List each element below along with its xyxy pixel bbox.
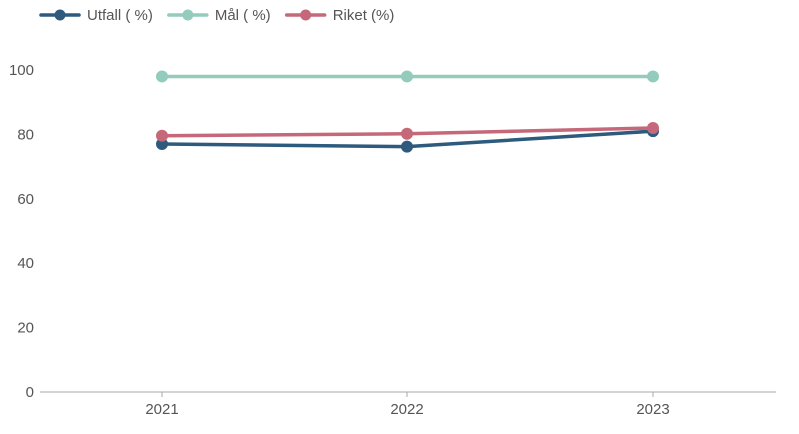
legend-swatch-marker: [300, 9, 312, 21]
y-tick-label: 60: [17, 191, 34, 208]
legend: Utfall ( %) Mål ( %) Riket (%): [39, 7, 395, 24]
series-1: [156, 70, 659, 83]
y-tick-label: 100: [9, 62, 34, 79]
data-point[interactable]: [156, 138, 168, 151]
data-point[interactable]: [647, 121, 659, 134]
series-2: [156, 121, 659, 142]
series-0: [156, 125, 659, 153]
legend-label: Mål ( %): [215, 7, 271, 24]
legend-label: Utfall ( %): [87, 7, 153, 24]
x-axis: 2021 2022 2023: [40, 391, 776, 418]
x-tick-label: 2022: [390, 401, 423, 418]
data-point[interactable]: [401, 70, 413, 83]
data-point[interactable]: [647, 70, 659, 83]
plot-area: [156, 70, 659, 153]
y-axis: 0 20 40 60 80 100: [9, 62, 34, 401]
legend-label: Riket (%): [333, 7, 395, 24]
y-tick-label: 20: [17, 320, 34, 337]
y-tick-label: 40: [17, 255, 34, 272]
legend-item-0[interactable]: Utfall ( %): [39, 7, 153, 24]
x-tick-label: 2023: [636, 401, 669, 418]
data-point[interactable]: [401, 140, 413, 153]
data-point[interactable]: [401, 127, 413, 140]
legend-item-1[interactable]: Mål ( %): [167, 7, 271, 24]
data-point[interactable]: [156, 129, 168, 142]
legend-item-2[interactable]: Riket (%): [284, 7, 395, 24]
x-tick-label: 2021: [145, 401, 178, 418]
y-tick-label: 0: [26, 384, 34, 401]
y-tick-label: 80: [17, 126, 34, 143]
legend-swatch-marker: [182, 9, 194, 21]
legend-swatch-marker: [54, 9, 66, 21]
data-point[interactable]: [156, 70, 168, 83]
